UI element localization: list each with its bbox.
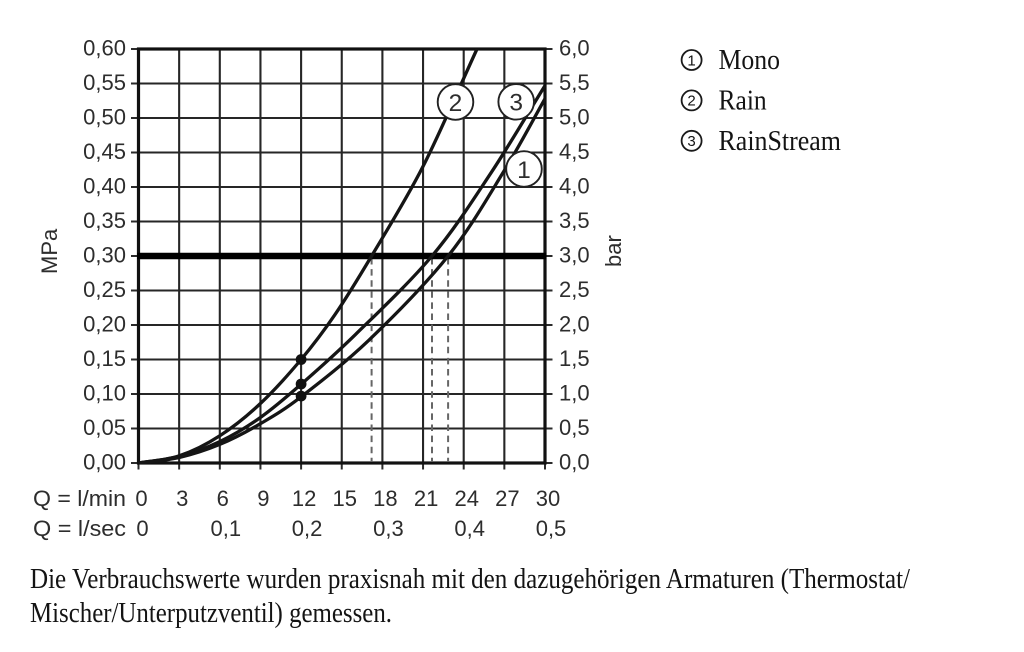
svg-text:12: 12 [292, 486, 316, 511]
svg-text:4,5: 4,5 [559, 139, 590, 164]
svg-text:0,60: 0,60 [83, 35, 126, 60]
svg-text:0,00: 0,00 [83, 449, 126, 474]
svg-text:Rain: Rain [719, 85, 767, 116]
svg-text:30: 30 [536, 486, 560, 511]
svg-text:6: 6 [217, 486, 229, 511]
svg-text:0,05: 0,05 [83, 415, 126, 440]
svg-text:1,0: 1,0 [559, 380, 590, 405]
svg-text:0,10: 0,10 [83, 380, 126, 405]
svg-text:0,2: 0,2 [292, 516, 323, 541]
svg-text:18: 18 [373, 486, 397, 511]
svg-text:3: 3 [687, 133, 695, 150]
svg-text:Die Verbrauchswerte wurden pra: Die Verbrauchswerte wurden praxisnah mit… [30, 564, 910, 595]
svg-text:5,0: 5,0 [559, 104, 590, 129]
svg-text:27: 27 [495, 486, 519, 511]
svg-text:1: 1 [517, 157, 531, 184]
svg-text:Q = l/min: Q = l/min [33, 486, 126, 511]
svg-text:0,0: 0,0 [559, 449, 590, 474]
svg-text:3: 3 [509, 90, 523, 117]
svg-text:Mono: Mono [719, 45, 781, 76]
svg-text:3,0: 3,0 [559, 242, 590, 267]
svg-text:0,30: 0,30 [83, 242, 126, 267]
svg-text:2,5: 2,5 [559, 277, 590, 302]
svg-text:0,45: 0,45 [83, 139, 126, 164]
svg-text:0: 0 [136, 516, 148, 541]
svg-text:24: 24 [454, 486, 478, 511]
svg-text:0,4: 0,4 [454, 516, 485, 541]
svg-text:0,3: 0,3 [373, 516, 404, 541]
svg-text:2: 2 [449, 90, 463, 117]
svg-text:RainStream: RainStream [719, 126, 842, 157]
svg-text:0,15: 0,15 [83, 346, 126, 371]
svg-text:0: 0 [135, 486, 147, 511]
svg-text:3: 3 [176, 486, 188, 511]
svg-text:4,0: 4,0 [559, 173, 590, 198]
svg-text:6,0: 6,0 [559, 35, 590, 60]
svg-text:0,40: 0,40 [83, 173, 126, 198]
svg-text:0,20: 0,20 [83, 311, 126, 336]
svg-text:0,55: 0,55 [83, 70, 126, 95]
svg-text:0,1: 0,1 [211, 516, 242, 541]
svg-text:0,5: 0,5 [559, 415, 590, 440]
svg-text:0,35: 0,35 [83, 208, 126, 233]
svg-text:0,5: 0,5 [536, 516, 567, 541]
svg-text:3,5: 3,5 [559, 208, 590, 233]
svg-text:bar: bar [601, 235, 626, 267]
svg-text:1: 1 [687, 52, 695, 69]
svg-text:5,5: 5,5 [559, 70, 590, 95]
svg-text:1,5: 1,5 [559, 346, 590, 371]
svg-text:Mischer/Unterputzventil) gemes: Mischer/Unterputzventil) gemessen. [30, 598, 392, 629]
svg-text:0,25: 0,25 [83, 277, 126, 302]
svg-text:2: 2 [687, 93, 695, 110]
svg-text:Q = l/sec: Q = l/sec [33, 516, 126, 541]
svg-text:15: 15 [333, 486, 357, 511]
svg-text:0,50: 0,50 [83, 104, 126, 129]
svg-text:9: 9 [257, 486, 269, 511]
svg-text:2,0: 2,0 [559, 311, 590, 336]
svg-text:21: 21 [414, 486, 438, 511]
svg-text:MPa: MPa [37, 228, 62, 274]
